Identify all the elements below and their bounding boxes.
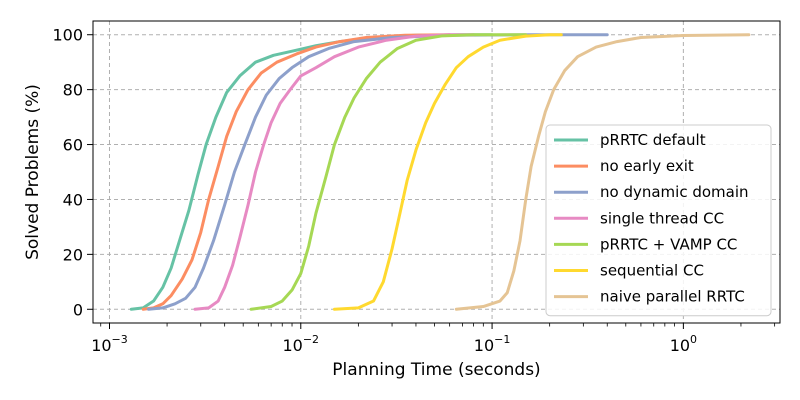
- x-axis-ticks: 10−3 10−2 10−1 100: [91, 323, 776, 355]
- x-tick-base: 10: [670, 336, 690, 355]
- plot-frame: [92, 20, 781, 324]
- x-tick-base: 10: [474, 336, 494, 355]
- y-axis-ticks: 0 20 40 60 80 100: [52, 26, 93, 319]
- y-tick-label: 100: [52, 26, 83, 45]
- legend-label: no dynamic domain: [600, 183, 749, 201]
- series-line: [193, 33, 476, 311]
- x-tick-label: 10−1: [474, 333, 511, 355]
- legend-label: pRRTC default: [600, 131, 706, 149]
- legend-label: naive parallel RRTC: [600, 288, 745, 306]
- x-axis-label: Planning Time (seconds): [332, 360, 540, 380]
- legend-label: single thread CC: [600, 209, 724, 227]
- x-tick-label: 100: [670, 333, 697, 355]
- series-line: [454, 33, 751, 311]
- x-tick-base: 10: [282, 336, 302, 355]
- legend-label: sequential CC: [600, 262, 704, 280]
- series-line: [249, 33, 528, 311]
- y-tick-label: 40: [63, 190, 83, 209]
- legend-label: pRRTC + VAMP CC: [600, 235, 737, 253]
- x-tick-exponent: −1: [494, 333, 510, 346]
- series-line: [141, 33, 452, 311]
- y-tick-label: 60: [63, 136, 83, 155]
- y-axis-label: Solved Problems (%): [23, 84, 43, 260]
- series-line: [147, 33, 609, 311]
- legend: pRRTC default no early exit no dynamic dom…: [545, 124, 772, 317]
- y-tick-label: 20: [63, 245, 83, 264]
- y-tick-label: 0: [73, 300, 83, 319]
- x-tick-exponent: −3: [112, 333, 128, 346]
- x-tick-label: 10−3: [91, 333, 128, 355]
- series-line: [332, 33, 563, 311]
- series-line: [129, 33, 494, 311]
- y-tick-label: 80: [63, 81, 83, 100]
- x-tick-label: 10−2: [282, 333, 319, 355]
- series-lines: [129, 33, 751, 311]
- x-tick-exponent: −2: [303, 333, 319, 346]
- x-tick-base: 10: [91, 336, 111, 355]
- x-tick-exponent: 0: [690, 333, 697, 346]
- legend-label: no early exit: [600, 157, 694, 175]
- legend-box: [545, 124, 772, 317]
